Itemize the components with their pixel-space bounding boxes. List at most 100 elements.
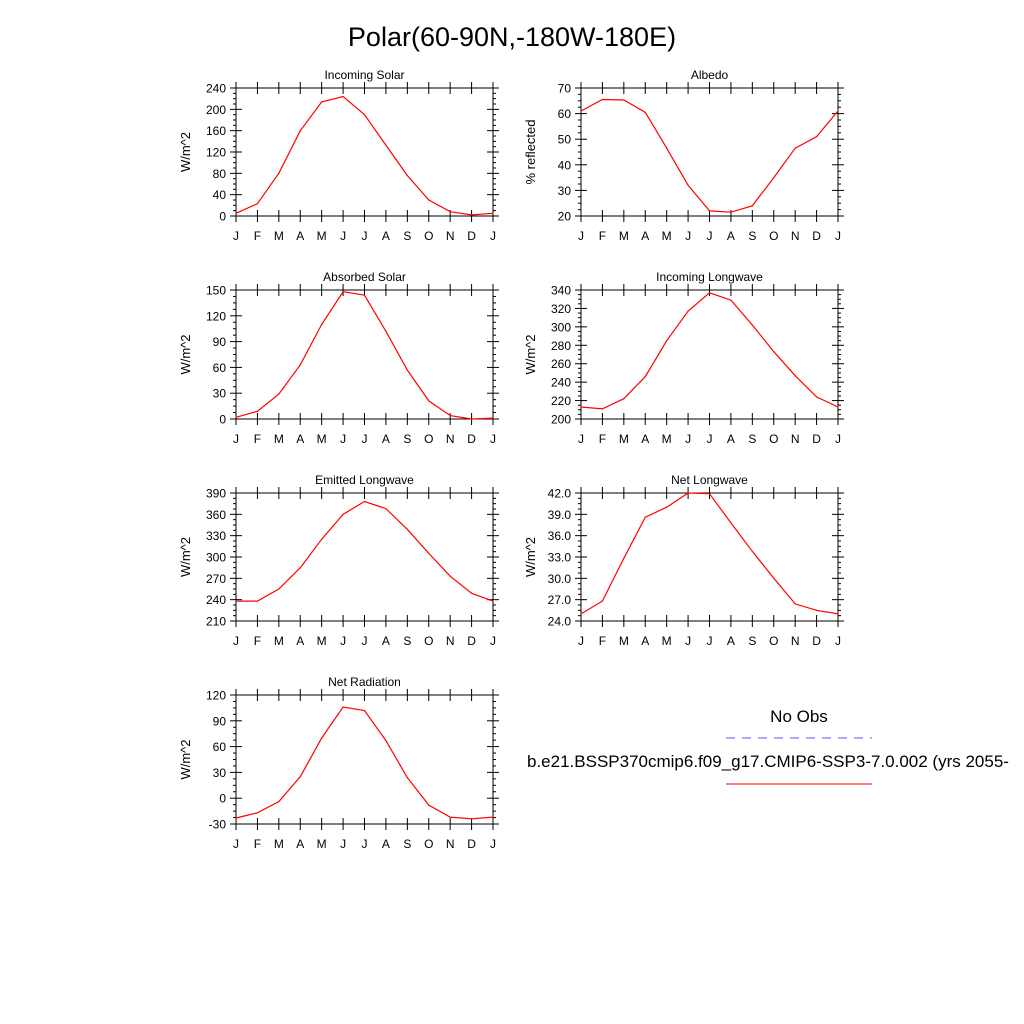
- y-tick-label: 36.0: [548, 529, 572, 543]
- data-point: [278, 588, 280, 590]
- x-tick-label: J: [362, 837, 368, 851]
- x-tick-label: A: [296, 229, 304, 243]
- y-tick-label: 20: [558, 210, 572, 224]
- data-point: [751, 324, 753, 326]
- x-tick-label: A: [296, 837, 304, 851]
- y-tick-label: 200: [551, 413, 571, 427]
- plot-frame: [580, 492, 839, 622]
- x-tick-label: J: [835, 634, 841, 648]
- data-point: [256, 812, 259, 814]
- y-tick-label: 33.0: [548, 551, 572, 565]
- data-point: [385, 144, 387, 146]
- data-point: [385, 330, 387, 332]
- y-tick-label: 260: [551, 357, 571, 371]
- data-point: [730, 211, 732, 213]
- data-point: [751, 205, 753, 207]
- y-tick-label: 50: [558, 133, 572, 147]
- plot-frame: [235, 289, 494, 420]
- y-tick-label: 60: [213, 361, 227, 375]
- data-point: [385, 508, 387, 510]
- x-tick-label: J: [340, 837, 346, 851]
- legend-model-label: b.e21.BSSP370cmip6.f09_g17.CMIP6-SSP3-7.…: [527, 752, 1009, 771]
- x-tick-label: M: [662, 634, 672, 648]
- data-point: [235, 817, 237, 819]
- data-point: [730, 299, 732, 301]
- series-line: [235, 706, 494, 820]
- y-tick-label: 39.0: [548, 508, 572, 522]
- x-tick-label: J: [340, 229, 346, 243]
- x-tick-label: A: [727, 634, 735, 648]
- y-axis-label: W/m^2: [178, 537, 193, 577]
- data-point: [815, 136, 818, 138]
- chart-title: Incoming Longwave: [656, 270, 763, 284]
- chart-title: Incoming Solar: [324, 68, 404, 82]
- x-tick-label: J: [707, 229, 713, 243]
- x-tick-label: D: [812, 432, 821, 446]
- data-point: [406, 369, 408, 371]
- data-point: [278, 172, 280, 174]
- x-tick-label: M: [317, 432, 327, 446]
- y-tick-label: 30.0: [548, 572, 572, 586]
- y-tick-label: 300: [206, 551, 226, 565]
- y-axis-label: W/m^2: [523, 334, 538, 374]
- data-point: [644, 376, 646, 378]
- y-tick-label: 90: [213, 335, 227, 349]
- data-point: [773, 177, 775, 179]
- y-tick-label: 30: [213, 766, 227, 780]
- y-tick-label: 240: [551, 376, 571, 390]
- data-point: [470, 592, 473, 594]
- x-tick-label: O: [769, 432, 778, 446]
- x-tick-label: O: [769, 229, 778, 243]
- x-tick-label: S: [403, 229, 411, 243]
- data-point: [321, 737, 323, 739]
- y-tick-label: 120: [206, 146, 226, 160]
- y-tick-label: 300: [551, 320, 571, 334]
- x-tick-label: J: [685, 432, 691, 446]
- data-point: [235, 212, 237, 214]
- data-point: [773, 577, 775, 579]
- x-tick-label: O: [424, 634, 433, 648]
- data-point: [794, 603, 796, 605]
- x-tick-label: J: [707, 634, 713, 648]
- y-tick-label: 280: [551, 339, 571, 353]
- y-tick-label: 60: [213, 740, 227, 754]
- data-point: [794, 147, 796, 149]
- data-point: [363, 500, 366, 503]
- series-line: [580, 292, 839, 410]
- y-tick-label: 40: [558, 158, 572, 172]
- x-tick-label: A: [296, 634, 304, 648]
- data-point: [321, 538, 323, 540]
- x-tick-label: D: [467, 634, 476, 648]
- x-tick-label: A: [727, 432, 735, 446]
- data-point: [492, 212, 494, 214]
- data-point: [751, 550, 753, 552]
- data-point: [644, 516, 646, 518]
- y-axis-label: W/m^2: [523, 537, 538, 577]
- data-point: [256, 600, 259, 602]
- data-point: [449, 816, 451, 818]
- y-tick-label: 240: [206, 593, 226, 607]
- x-tick-label: F: [254, 432, 261, 446]
- x-tick-label: S: [748, 229, 756, 243]
- y-tick-label: 320: [551, 302, 571, 316]
- x-tick-label: O: [424, 432, 433, 446]
- x-tick-label: N: [791, 634, 800, 648]
- x-tick-label: N: [446, 432, 455, 446]
- x-tick-label: A: [382, 432, 390, 446]
- plot-frame: [580, 289, 839, 420]
- x-tick-label: A: [641, 432, 649, 446]
- y-axis-label: % reflected: [523, 119, 538, 184]
- data-point: [363, 294, 366, 296]
- x-tick-label: J: [490, 634, 496, 648]
- y-tick-label: 40: [213, 188, 227, 202]
- data-point: [492, 600, 494, 602]
- data-point: [256, 203, 259, 205]
- data-point: [428, 804, 430, 806]
- data-point: [666, 506, 668, 508]
- data-point: [492, 417, 494, 419]
- x-tick-label: J: [685, 229, 691, 243]
- data-point: [687, 184, 689, 186]
- data-point: [428, 400, 430, 402]
- data-point: [580, 110, 582, 112]
